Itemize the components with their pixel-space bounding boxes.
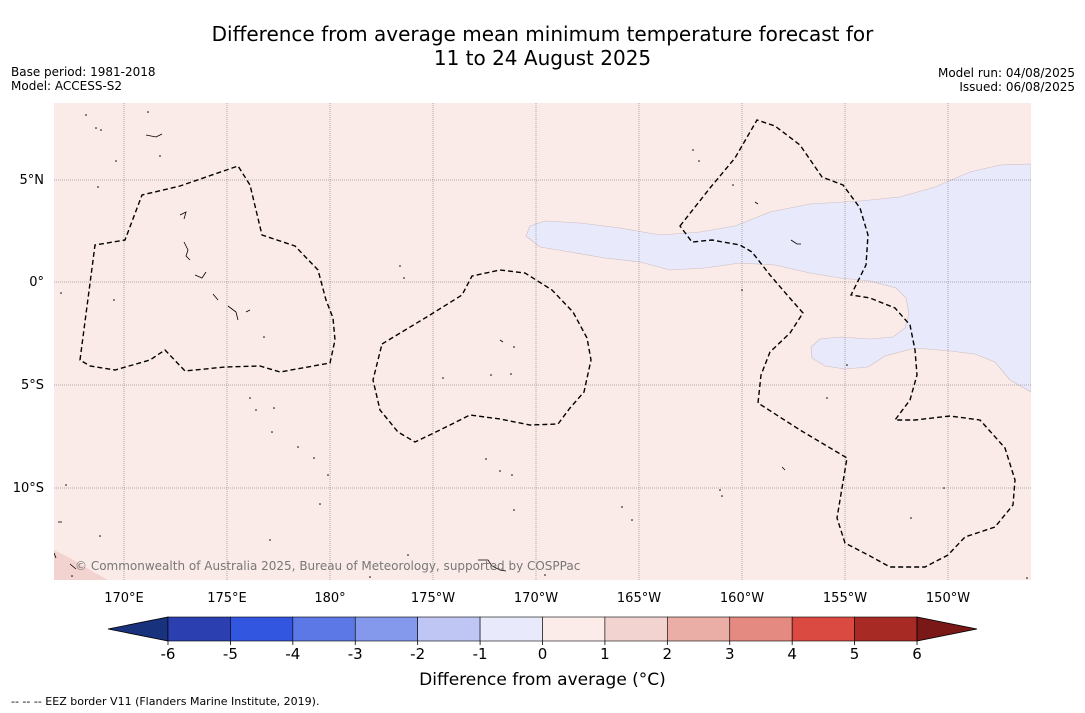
colorbar-segment (417, 616, 481, 642)
colorbar-segment (354, 616, 418, 642)
islands (54, 133, 801, 572)
colorbar-segment (230, 616, 294, 642)
lat-label-0: 0° (29, 275, 44, 290)
colorbar-tick-label: 2 (663, 645, 673, 663)
colorbar-tick-label: 6 (912, 645, 922, 663)
meta-right: Model run: 04/08/2025 Issued: 06/08/2025 (938, 66, 1075, 94)
cool-anomaly-region (525, 163, 1031, 393)
warm-anomaly-region (54, 550, 108, 580)
lat-label-5s: 5°S (21, 378, 44, 393)
colorbar-title: Difference from average (°C) (419, 670, 666, 690)
colorbar-tick-label: -3 (348, 645, 363, 663)
colorbar-tick-label: -2 (410, 645, 425, 663)
title-line-1: Difference from average mean minimum tem… (211, 22, 874, 46)
colorbar-segment (729, 616, 793, 642)
model-label: Model: ACCESS-S2 (11, 79, 123, 93)
colorbar-ticks: -6 -5 -4 -3 -2 -1 0 1 2 3 4 5 6 (161, 641, 922, 663)
eez-border-kiribati-gilbert (79, 165, 336, 373)
latitude-labels: 5°N 0° 5°S 10°S (13, 173, 44, 496)
colorbar-segments (107, 616, 978, 642)
lon-label-160w: 160°W (720, 591, 764, 606)
eez-border-phoenix (372, 269, 592, 443)
issued-label: Issued: 06/08/2025 (959, 80, 1075, 94)
colorbar-segment (292, 616, 356, 642)
map-title: Difference from average mean minimum tem… (0, 22, 1085, 70)
base-period-label: Base period: 1981-2018 (11, 65, 156, 79)
colorbar-tick-label: -5 (223, 645, 238, 663)
model-run-label: Model run: 04/08/2025 (937, 66, 1075, 80)
colorbar: -6 -5 -4 -3 -2 -1 0 1 2 3 4 5 6 (107, 616, 978, 663)
colorbar-segment (854, 616, 918, 642)
graticule (54, 103, 1031, 580)
colorbar-tick-label: 5 (850, 645, 860, 663)
colorbar-tick-label: -1 (473, 645, 488, 663)
colorbar-segment (791, 616, 855, 642)
eez-border-line-north (679, 119, 1016, 568)
colorbar-segment (167, 616, 231, 642)
lat-label-10s: 10°S (13, 481, 44, 496)
colorbar-tick-label: 3 (725, 645, 735, 663)
lon-label-150w: 150°W (926, 591, 970, 606)
island-dots (60, 111, 1028, 579)
eez-footnote: -- -- -- EEZ border V11 (Flanders Marine… (11, 695, 320, 708)
colorbar-tick-label: 0 (538, 645, 548, 663)
colorbar-extend-low (107, 616, 169, 642)
lat-label-5n: 5°N (20, 173, 45, 188)
colorbar-segment (479, 616, 543, 642)
colorbar-segment (542, 616, 606, 642)
lon-label-175e: 175°E (207, 591, 247, 606)
title-line-2: 11 to 24 August 2025 (433, 46, 652, 70)
lon-label-175w: 175°W (411, 591, 455, 606)
eez-borders (79, 119, 1016, 568)
copyright-text: © Commonwealth of Australia 2025, Bureau… (75, 559, 580, 573)
colorbar-segment (604, 616, 668, 642)
lon-label-180: 180° (314, 591, 345, 606)
colorbar-extend-high (916, 616, 978, 642)
colorbar-segment (667, 616, 731, 642)
lon-label-170w: 170°W (514, 591, 558, 606)
colorbar-tick-label: -6 (161, 645, 176, 663)
longitude-labels: 170°E 175°E 180° 175°W 170°W 165°W 160°W… (104, 591, 970, 606)
colorbar-tick-label: 1 (600, 645, 610, 663)
meta-left: Base period: 1981-2018 Model: ACCESS-S2 (11, 65, 156, 93)
lon-label-170e: 170°E (104, 591, 144, 606)
colorbar-tick-label: -4 (285, 645, 300, 663)
lon-label-155w: 155°W (823, 591, 867, 606)
colorbar-tick-label: 4 (787, 645, 797, 663)
lon-label-165w: 165°W (617, 591, 661, 606)
